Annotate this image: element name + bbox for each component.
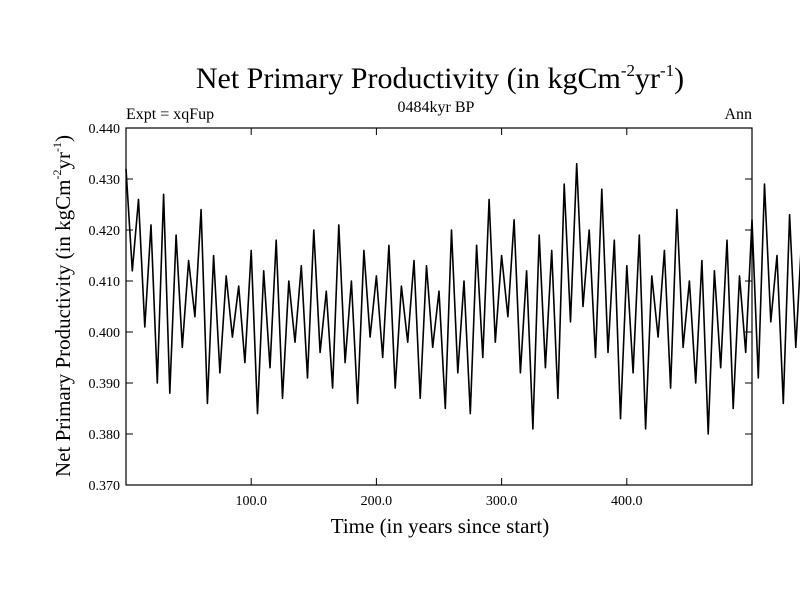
y-tick-label: 0.420: [89, 224, 121, 239]
y-tick-label: 0.400: [89, 326, 121, 341]
subtitle-season: Ann: [724, 106, 752, 123]
y-tick-label: 0.430: [89, 173, 121, 188]
x-tick-label: 400.0: [611, 494, 643, 509]
y-axis-label-sup2: -1: [50, 142, 64, 152]
plot-frame: [125, 127, 753, 486]
x-axis-label: Time (in years since start): [331, 514, 550, 538]
y-tick-label: 0.380: [89, 428, 121, 443]
y-tick-label: 0.370: [89, 479, 121, 494]
chart-title: Net Primary Productivity (in kgCm-2yr-1): [196, 61, 684, 95]
chart-title-mid: yr: [635, 62, 660, 95]
x-axis-ticks: 100.0 200.0 300.0 400.0: [235, 128, 643, 509]
y-axis-label-main: Net Primary Productivity (in kgCm: [51, 180, 75, 477]
y-tick-label: 0.390: [89, 377, 121, 392]
chart-title-sup1: -2: [621, 61, 635, 80]
y-tick-label: 0.440: [89, 122, 121, 137]
subtitle-period: 0484kyr BP: [398, 99, 475, 116]
series-line-npp: [125, 162, 800, 435]
y-axis-label-mid: yr: [51, 152, 75, 170]
subtitle-experiment: Expt = xqFup: [126, 106, 214, 123]
y-axis-label-sup1: -2: [50, 170, 64, 180]
x-tick-label: 200.0: [361, 494, 393, 509]
x-tick-label: 100.0: [235, 494, 267, 509]
chart-title-sup2: -1: [660, 61, 674, 80]
y-axis-label-end: ): [51, 135, 75, 142]
chart-title-main: Net Primary Productivity (in kgCm: [196, 62, 621, 95]
series-layer: [125, 162, 800, 435]
y-axis-ticks: 0.370 0.380 0.390 0.400 0.410 0.420 0.430 0.440: [89, 122, 752, 494]
y-axis-label: Net Primary Productivity (in kgCm-2yr-1): [50, 135, 75, 477]
x-tick-label: 300.0: [486, 494, 518, 509]
chart-title-end: ): [674, 62, 684, 95]
y-tick-label: 0.410: [89, 275, 121, 290]
